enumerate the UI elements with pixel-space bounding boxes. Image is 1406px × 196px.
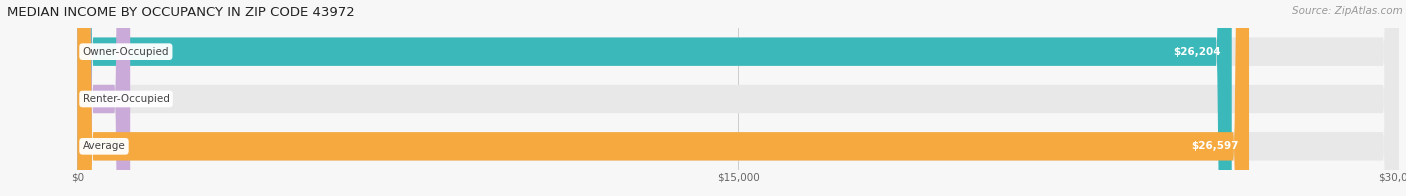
Text: Owner-Occupied: Owner-Occupied	[83, 47, 169, 57]
Text: MEDIAN INCOME BY OCCUPANCY IN ZIP CODE 43972: MEDIAN INCOME BY OCCUPANCY IN ZIP CODE 4…	[7, 6, 354, 19]
FancyBboxPatch shape	[77, 0, 1249, 196]
Text: Average: Average	[83, 141, 125, 151]
Text: $26,204: $26,204	[1174, 47, 1222, 57]
FancyBboxPatch shape	[77, 0, 131, 196]
Text: Renter-Occupied: Renter-Occupied	[83, 94, 170, 104]
Text: $0: $0	[143, 94, 157, 104]
FancyBboxPatch shape	[77, 0, 1399, 196]
Text: Source: ZipAtlas.com: Source: ZipAtlas.com	[1292, 6, 1403, 16]
FancyBboxPatch shape	[77, 0, 1232, 196]
FancyBboxPatch shape	[77, 0, 1399, 196]
Text: $26,597: $26,597	[1191, 141, 1239, 151]
FancyBboxPatch shape	[77, 0, 1399, 196]
